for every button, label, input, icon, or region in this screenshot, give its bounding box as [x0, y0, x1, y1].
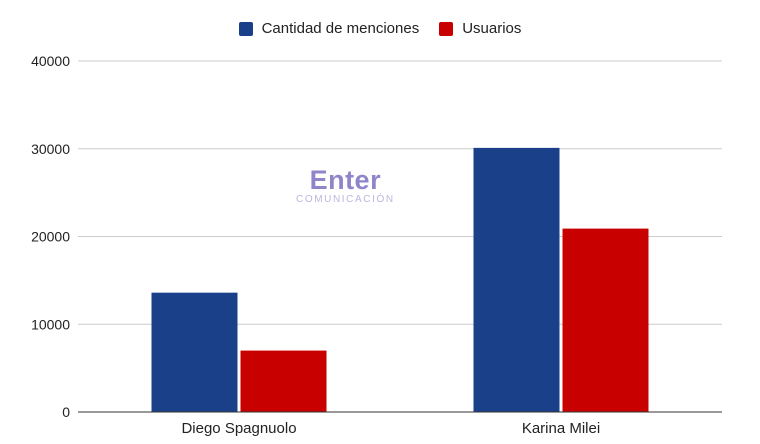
- bar: [473, 147, 560, 412]
- legend-swatch-series-2: [439, 21, 454, 36]
- watermark-logo: Enter COMUNICACIÓN: [296, 166, 395, 206]
- y-tick-label: 0: [62, 404, 70, 420]
- x-tick-label: Diego Spagnuolo: [181, 420, 296, 437]
- watermark-main-text: Enter: [309, 165, 382, 195]
- legend-item-series-1: Cantidad de menciones: [238, 20, 420, 37]
- bar: [151, 292, 238, 412]
- chart-legend: Cantidad de menciones Usuarios: [0, 20, 760, 37]
- watermark-sub-text: COMUNICACIÓN: [296, 194, 395, 205]
- bar: [240, 350, 327, 412]
- y-tick-label: 10000: [31, 316, 70, 332]
- bar: [562, 228, 649, 412]
- y-tick-label: 30000: [31, 141, 70, 157]
- legend-label-series-1: Cantidad de menciones: [261, 20, 420, 37]
- legend-swatch-series-1: [238, 21, 253, 36]
- legend-item-series-2: Usuarios: [439, 20, 521, 37]
- legend-label-series-2: Usuarios: [462, 20, 522, 37]
- y-tick-label: 40000: [31, 53, 70, 69]
- y-tick-label: 20000: [31, 229, 70, 245]
- x-tick-label: Karina Milei: [522, 420, 600, 437]
